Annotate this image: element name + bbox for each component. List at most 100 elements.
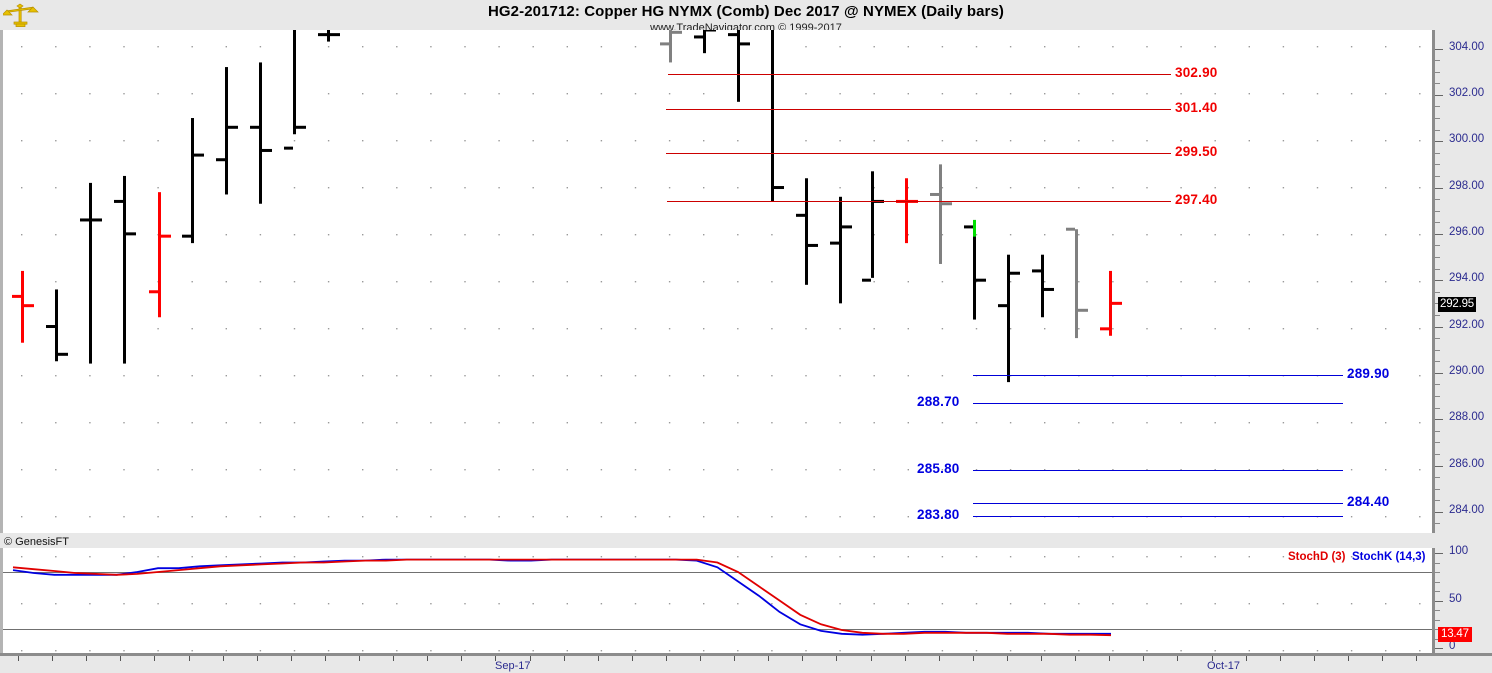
axis-tick-minor bbox=[1435, 291, 1440, 293]
date-tick bbox=[1211, 656, 1213, 661]
price-axis-label: 294.00 bbox=[1449, 272, 1485, 285]
sr-line[interactable] bbox=[973, 402, 1343, 404]
price-axis-label: 288.00 bbox=[1449, 411, 1485, 424]
axis-tick-minor bbox=[1435, 314, 1440, 316]
ohlc-bar bbox=[1032, 254, 1054, 318]
axis-tick-minor bbox=[1435, 453, 1440, 455]
date-axis[interactable]: Sep-17 Oct-17 bbox=[0, 653, 1492, 673]
date-tick bbox=[359, 656, 360, 661]
ohlc-bar bbox=[862, 171, 884, 282]
date-tick bbox=[1109, 656, 1111, 661]
stochastic-line bbox=[12, 558, 1112, 637]
price-axis-label: 290.00 bbox=[1449, 364, 1485, 377]
axis-tick bbox=[1435, 600, 1443, 602]
axis-tick bbox=[1435, 233, 1443, 235]
axis-tick-minor bbox=[1435, 488, 1440, 490]
ohlc-bar bbox=[1066, 227, 1088, 339]
sr-price-label: 283.80 bbox=[917, 507, 960, 523]
stochastic-axis-label: 50 bbox=[1449, 592, 1462, 605]
chart-header: HG2-201712: Copper HG NYMX (Comb) Dec 20… bbox=[0, 0, 1492, 34]
axis-tick-minor bbox=[1435, 581, 1440, 583]
date-tick bbox=[495, 656, 497, 661]
axis-tick-minor bbox=[1435, 629, 1440, 630]
date-tick bbox=[52, 656, 54, 661]
sr-line[interactable] bbox=[667, 201, 1171, 203]
price-chart-pane[interactable]: 302.90 301.40 299.50 297.40 289.90 288.70 285.… bbox=[0, 30, 1432, 535]
date-tick bbox=[1313, 656, 1315, 661]
axis-tick-minor bbox=[1435, 152, 1440, 154]
price-axis-label: 298.00 bbox=[1449, 179, 1485, 192]
sr-line[interactable] bbox=[973, 470, 1343, 472]
stochastic-axis[interactable]: 100 50 0 13.47 bbox=[1432, 545, 1492, 653]
date-tick bbox=[222, 656, 224, 661]
price-axis-label: 300.00 bbox=[1449, 133, 1485, 146]
price-axis-label: 292.00 bbox=[1449, 318, 1485, 331]
date-tick bbox=[1075, 656, 1077, 661]
date-tick bbox=[154, 656, 156, 661]
stochastic-axis-label: 0 bbox=[1449, 640, 1456, 652]
ohlc-bar bbox=[771, 30, 784, 202]
axis-tick-minor bbox=[1435, 610, 1440, 611]
axis-tick-minor bbox=[1435, 268, 1440, 270]
date-tick bbox=[870, 656, 872, 661]
date-tick bbox=[1279, 656, 1281, 661]
sr-line[interactable] bbox=[973, 502, 1343, 504]
date-tick bbox=[836, 656, 838, 661]
sr-line[interactable] bbox=[666, 108, 1171, 110]
stochastic-grid bbox=[3, 556, 1435, 652]
axis-tick-minor bbox=[1435, 361, 1440, 363]
ohlc-bar bbox=[80, 182, 102, 364]
axis-tick-minor bbox=[1435, 222, 1440, 224]
price-bars-layer bbox=[12, 30, 1122, 383]
date-tick bbox=[972, 656, 974, 661]
scales-balance-icon bbox=[3, 3, 39, 27]
axis-tick bbox=[1435, 648, 1443, 649]
axis-tick-minor bbox=[1435, 430, 1440, 432]
axis-tick-minor bbox=[1435, 257, 1440, 259]
price-axis-label: 304.00 bbox=[1449, 40, 1485, 53]
sr-price-label: 289.90 bbox=[1347, 366, 1390, 382]
date-tick bbox=[938, 656, 940, 661]
ohlc-bar bbox=[182, 118, 204, 244]
date-tick bbox=[1382, 656, 1383, 661]
ohlc-bar bbox=[896, 178, 918, 244]
stochastic-pane[interactable] bbox=[0, 548, 1435, 653]
sr-price-label: 299.50 bbox=[1175, 143, 1218, 159]
axis-tick-minor bbox=[1435, 591, 1440, 592]
axis-tick-minor bbox=[1435, 407, 1440, 409]
sr-line[interactable] bbox=[973, 516, 1343, 518]
ohlc-bar bbox=[284, 30, 306, 150]
date-tick bbox=[802, 656, 804, 661]
axis-tick-minor bbox=[1435, 71, 1440, 73]
axis-tick-minor bbox=[1435, 384, 1440, 386]
date-tick bbox=[734, 656, 736, 661]
axis-tick-minor bbox=[1435, 638, 1440, 640]
sr-line[interactable] bbox=[668, 74, 1171, 75]
axis-tick bbox=[1435, 187, 1443, 189]
price-axis-label: 296.00 bbox=[1449, 225, 1485, 238]
axis-tick-minor bbox=[1435, 442, 1440, 444]
axis-tick-minor bbox=[1435, 500, 1440, 502]
axis-tick-minor bbox=[1435, 338, 1440, 340]
price-axis[interactable]: 304.00 302.00 300.00 298.00 296.00 294.00 292.… bbox=[1432, 30, 1492, 548]
date-tick bbox=[1041, 656, 1042, 661]
axis-tick bbox=[1435, 48, 1443, 50]
date-tick bbox=[631, 656, 633, 661]
axis-tick bbox=[1435, 326, 1443, 328]
axis-tick bbox=[1435, 419, 1443, 421]
green-bar-segment bbox=[973, 219, 976, 237]
date-tick bbox=[768, 656, 770, 661]
date-tick bbox=[324, 656, 326, 661]
stochastic-value-badge: 13.47 bbox=[1438, 627, 1472, 643]
sr-price-label: 284.40 bbox=[1347, 493, 1390, 509]
legend-stoch-k: StochK (14,3) bbox=[1352, 551, 1426, 563]
axis-tick bbox=[1435, 141, 1443, 143]
ohlc-bar bbox=[728, 30, 750, 102]
date-tick bbox=[1347, 656, 1349, 661]
date-tick bbox=[120, 656, 122, 661]
page-title: HG2-201712: Copper HG NYMX (Comb) Dec 20… bbox=[487, 3, 1005, 20]
sr-line[interactable] bbox=[666, 152, 1171, 154]
sr-price-label: 301.40 bbox=[1175, 99, 1218, 115]
sr-line[interactable] bbox=[973, 375, 1343, 377]
axis-tick bbox=[1435, 465, 1443, 467]
